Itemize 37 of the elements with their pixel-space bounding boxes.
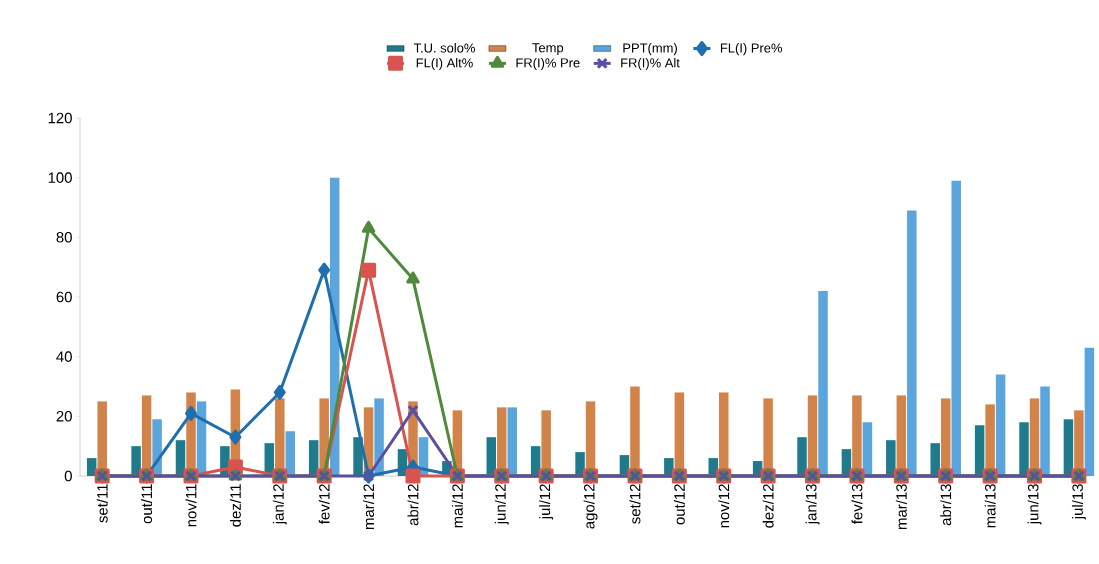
y-tick-label: 0 (64, 470, 72, 482)
y-tick-label: 40 (56, 351, 72, 362)
x-tick-label: abr/13 (940, 484, 952, 526)
x-tick-label: abr/12 (407, 484, 419, 526)
x-tick-label: mai/13 (984, 484, 996, 528)
x-tick-label: set/12 (629, 484, 641, 524)
x-tick-label: out/12 (673, 484, 685, 525)
x-tick-label: jul/12 (539, 484, 554, 520)
y-tick-label: 80 (56, 232, 72, 243)
x-tick-label: jun/12 (494, 484, 509, 525)
legend-label: PPT(mm) (623, 43, 677, 56)
x-tick-label: fev/13 (851, 484, 863, 524)
legend-label: Temp (532, 43, 564, 55)
x-tick-label: mai/12 (451, 484, 463, 528)
x-tick-label: jan/13 (805, 484, 820, 525)
x-tick-label: nov/11 (185, 484, 197, 527)
x-tick-label: dez/12 (762, 484, 774, 528)
legend-label: FR(I)% Pre (516, 57, 580, 70)
y-tick-label: 60 (56, 291, 72, 303)
x-tick-label: nov/12 (718, 484, 730, 528)
x-tick-label: out/11 (141, 484, 153, 524)
x-tick-label: mar/13 (895, 484, 907, 530)
x-tick-label: jul/13 (1071, 484, 1086, 520)
x-tick-label: set/11 (96, 484, 108, 523)
legend-label: FL(I) Pre% (720, 43, 783, 56)
x-tick-label: dez/11 (229, 484, 241, 527)
legend-label: T.U. solo% (413, 43, 475, 53)
y-tick-label: 20 (56, 411, 72, 422)
x-tick-label: jun/13 (1027, 484, 1042, 525)
x-tick-label: mar/12 (363, 484, 375, 530)
y-tick-label: 100 (48, 172, 72, 183)
x-tick-label: ago/12 (583, 484, 598, 529)
legend-label: FL(I) Alt% (416, 57, 473, 70)
x-tick-label: fev/12 (318, 484, 330, 524)
legend-label: FR(I)% Alt (621, 57, 680, 70)
x-tick-label: jan/12 (272, 484, 287, 525)
y-tick-label: 120 (48, 112, 72, 124)
